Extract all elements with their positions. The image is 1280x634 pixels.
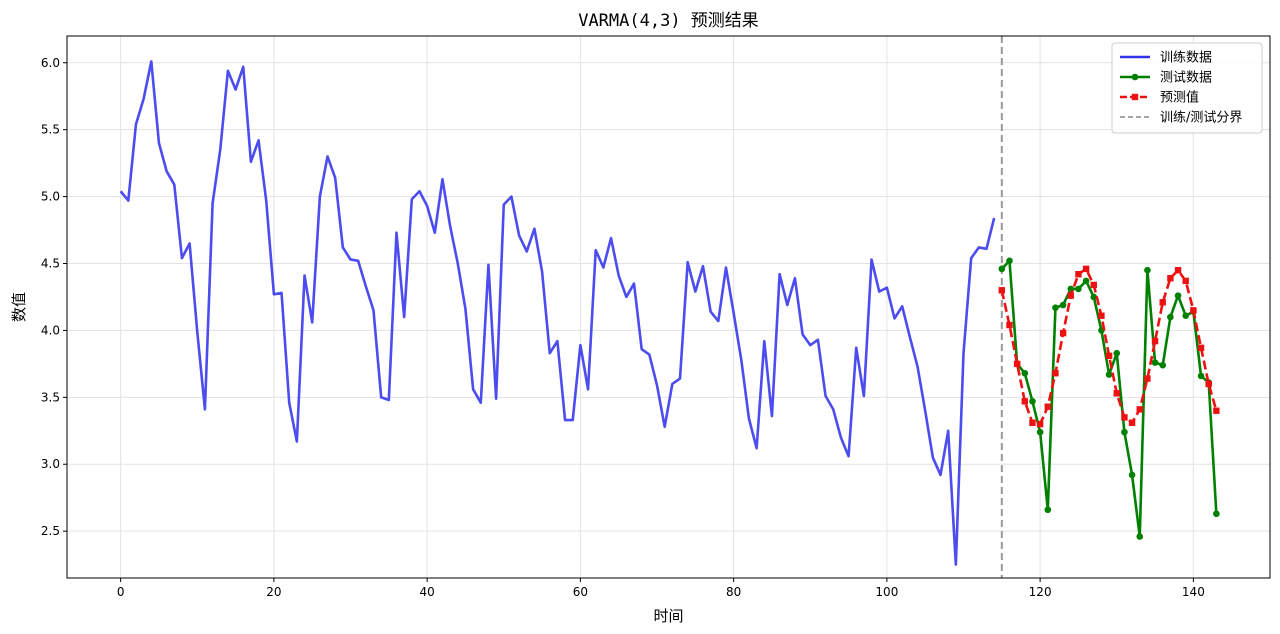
y-tick-label: 4.5 — [41, 257, 60, 271]
legend-box — [1111, 42, 1263, 134]
series-2-point — [1082, 277, 1090, 285]
series-2-point — [1075, 285, 1082, 293]
series-2-point — [1174, 292, 1182, 299]
series-2-point — [1105, 371, 1113, 378]
series-3-point — [1021, 398, 1029, 405]
x-tick-label: 140 — [1182, 585, 1205, 599]
series-2-point — [998, 265, 1006, 273]
ticks: 0 20 40 60 80 100 120 140 2.5 3.0 3.5 4.0 4.5 5.0 5.5 6… — [41, 56, 1205, 599]
grid — [67, 36, 1270, 578]
series-2-point — [1006, 257, 1013, 265]
y-tick-label: 6.0 — [41, 56, 60, 70]
series-3-point — [1121, 414, 1128, 421]
series-3-point — [1036, 420, 1044, 428]
series-2-point — [1029, 398, 1036, 405]
series-2-point — [1044, 506, 1052, 514]
series-2-point — [1052, 304, 1059, 311]
x-tick-label: 120 — [1029, 585, 1052, 599]
legend-label-2: 测试数据 — [1160, 71, 1212, 86]
series-2-point — [1059, 301, 1067, 309]
series-2-point — [1036, 428, 1044, 436]
series-3-point — [1205, 380, 1212, 388]
series-3-point — [1013, 360, 1021, 368]
legend-label-4: 训练/测试分界 — [1160, 111, 1242, 126]
series-3-point — [1059, 329, 1067, 337]
series-2-point — [1213, 510, 1220, 518]
series-3-point — [1151, 337, 1159, 345]
legend-label-3: 预测值 — [1160, 90, 1199, 106]
legend-label-1: 训练数据 — [1160, 51, 1212, 66]
series-2-point — [1144, 266, 1151, 274]
plot-area — [119, 36, 1220, 578]
legend-marker-3 — [1131, 93, 1139, 101]
axes-frame — [66, 35, 1271, 579]
series-3-point — [1052, 370, 1059, 377]
series-3-point — [1159, 299, 1166, 306]
series-3-point — [1136, 406, 1143, 413]
series-3-point — [1167, 275, 1174, 282]
series-2-point — [1121, 428, 1128, 436]
series-3-point — [1190, 307, 1197, 314]
series-2-point — [1197, 372, 1205, 380]
series-3-point — [1213, 407, 1220, 414]
series-3-point — [1067, 292, 1074, 299]
y-tick-label: 3.5 — [41, 390, 60, 404]
y-tick-label: 2.5 — [41, 524, 60, 538]
x-tick-label: 40 — [419, 585, 434, 599]
series-2-point — [1167, 313, 1174, 321]
series-3-point — [1144, 375, 1151, 382]
series-3-point — [998, 287, 1006, 294]
series-3-point — [1082, 265, 1090, 273]
series-2-point — [1136, 533, 1144, 540]
x-axis-title: 时间 — [653, 607, 683, 625]
series-3-point — [1090, 281, 1097, 289]
x-tick-label: 100 — [875, 585, 898, 599]
series-3-point — [1197, 344, 1205, 352]
legend-marker-2 — [1131, 73, 1139, 81]
series-2-point — [1021, 369, 1029, 377]
series-3-point — [1029, 419, 1036, 426]
series-2-point — [1128, 471, 1136, 479]
series-3-point — [1075, 271, 1082, 278]
series-3-point — [1128, 419, 1136, 426]
y-axis-title: 数值 — [10, 292, 28, 322]
y-tick-label: 5.5 — [41, 123, 60, 137]
series-line-1 — [119, 60, 996, 566]
x-tick-label: 0 — [117, 585, 125, 599]
series-3-point — [1105, 352, 1113, 360]
series-3-point — [1113, 390, 1120, 397]
y-tick-label: 3.0 — [41, 457, 60, 471]
x-tick-label: 60 — [573, 585, 588, 599]
series-2-point — [1151, 359, 1159, 366]
series-3-point — [1044, 403, 1051, 410]
series-3-point — [1174, 266, 1182, 274]
series-3-point — [1006, 321, 1013, 329]
series-2-point — [1113, 349, 1121, 357]
y-tick-label: 4.0 — [41, 323, 60, 337]
chart-title: VARMA(4,3) 预测结果 — [578, 11, 759, 31]
series-2-point — [1159, 361, 1167, 369]
series-3-point — [1098, 312, 1105, 319]
x-tick-label: 20 — [266, 585, 281, 599]
series-3-point — [1182, 277, 1189, 285]
x-tick-label: 80 — [726, 585, 741, 599]
series-2-point — [1182, 312, 1190, 319]
y-tick-label: 5.0 — [41, 190, 60, 204]
series-2-point — [1090, 293, 1098, 301]
